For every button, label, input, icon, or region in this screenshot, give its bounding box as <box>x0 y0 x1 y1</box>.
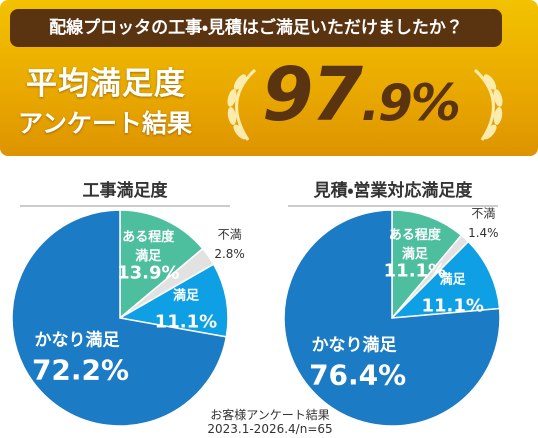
subheadline: アンケート結果 <box>18 109 193 138</box>
pie-slice <box>390 240 501 319</box>
value-label: 11.1% <box>154 311 218 333</box>
pie-slice <box>283 209 501 427</box>
value-label: 11.1% <box>383 260 447 282</box>
pie-slice <box>117 263 229 338</box>
pie-slice <box>119 209 204 320</box>
question: 配線プロッタの工事・見積はご満足いただけましたか？ <box>10 9 502 47</box>
laurel <box>227 68 503 141</box>
pie-slice <box>391 209 463 321</box>
average: 97.9% <box>262 52 461 138</box>
slice-label: 不満 <box>471 206 496 221</box>
pie-slice <box>11 209 228 427</box>
slice-label: 満足 <box>172 288 199 304</box>
value-label: 1.4% <box>468 225 499 240</box>
value-label: 72.2% <box>31 353 130 387</box>
banner: 配線プロッタの工事・見積はご満足いただけましたか？ 平均満足度 アンケート結果 … <box>0 0 538 156</box>
title-rule <box>288 205 498 207</box>
slice-label: 満足 <box>439 272 466 288</box>
value-label: 13.9% <box>117 262 180 284</box>
slice-label: ある程度満足 <box>122 230 175 265</box>
footnote: お客様アンケート結果 <box>210 408 330 422</box>
chart-title: 見積・営業対応満足度 <box>313 181 473 201</box>
slice-label: かなり満足 <box>34 330 120 351</box>
slice-label: 不満 <box>217 227 242 242</box>
footnote: 2023.1-2026.4/n=65 <box>207 422 333 436</box>
slice-label: ある程度満足 <box>388 228 441 263</box>
headline: 平均満足度 <box>26 66 186 102</box>
value-label: 2.8% <box>214 246 245 261</box>
slice-label: かなり満足 <box>311 335 397 356</box>
value-label: 11.1% <box>421 295 484 317</box>
title-rule <box>20 205 230 207</box>
value-label: 76.4% <box>309 358 407 392</box>
chart-title: 工事満足度 <box>82 181 168 201</box>
